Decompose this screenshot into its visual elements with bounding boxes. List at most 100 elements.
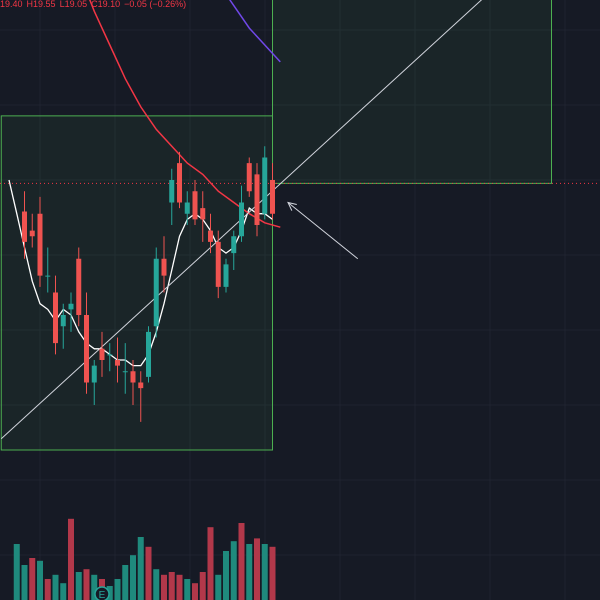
candle xyxy=(76,247,82,327)
candle-body xyxy=(84,315,89,383)
volume-bar xyxy=(161,574,167,600)
ohlc-high: H19.55 xyxy=(26,0,56,9)
price-zone[interactable] xyxy=(272,0,552,184)
candle-body xyxy=(262,157,268,214)
ohlc-low: L19.05 xyxy=(59,0,88,9)
volume-bar xyxy=(269,546,276,600)
candle xyxy=(45,247,51,293)
volume-bar xyxy=(176,574,183,600)
earnings-label: E xyxy=(99,590,106,600)
candle xyxy=(215,230,221,299)
volume-bar xyxy=(122,565,129,600)
candle-body xyxy=(138,382,144,389)
candle-body xyxy=(200,208,206,220)
candle-body xyxy=(91,365,97,383)
volume-bar xyxy=(44,579,51,600)
candle-body xyxy=(254,174,260,225)
arrow-head xyxy=(287,201,297,211)
volume-bar xyxy=(230,541,237,600)
volume-bar xyxy=(184,579,191,600)
candle xyxy=(192,180,198,225)
candle-body xyxy=(22,211,27,242)
volume-bar xyxy=(37,560,43,600)
candle xyxy=(177,151,182,209)
candle xyxy=(37,196,43,287)
volume-bar xyxy=(91,574,98,600)
volume-bar xyxy=(168,572,175,600)
candle xyxy=(153,247,159,338)
volume-bar xyxy=(29,558,36,600)
candle-body xyxy=(192,191,198,220)
volume-bar xyxy=(68,518,74,600)
earnings-marker[interactable]: E xyxy=(94,586,110,600)
candle xyxy=(53,275,58,355)
volume-bar xyxy=(114,579,121,600)
candle-body xyxy=(161,258,167,276)
candle-body xyxy=(153,258,159,327)
annotation-arrow[interactable] xyxy=(287,201,359,260)
candle-body xyxy=(223,264,229,287)
volume-bar xyxy=(130,555,136,600)
trendline[interactable] xyxy=(0,0,551,440)
candle xyxy=(270,163,275,220)
candle xyxy=(60,303,66,349)
ohlc-change: −0.05 (−0.26%) xyxy=(124,0,187,9)
candle xyxy=(99,331,105,377)
volume-bar xyxy=(52,574,59,600)
candle-body xyxy=(239,202,244,237)
volume-bar xyxy=(106,586,113,600)
candle-body xyxy=(246,163,252,192)
moving-average-line xyxy=(8,179,273,367)
volume-bar xyxy=(246,544,253,600)
price-zone[interactable] xyxy=(0,115,273,451)
candle xyxy=(262,146,268,220)
candle-body xyxy=(60,315,66,327)
moving-averages xyxy=(8,0,281,367)
candle-body xyxy=(215,241,221,287)
ohlc-close: C19.10 xyxy=(91,0,121,9)
volume-bar xyxy=(13,544,20,600)
volume-bar xyxy=(192,583,198,600)
volume-bar xyxy=(254,538,260,600)
moving-average-line xyxy=(89,0,281,228)
candle-body xyxy=(29,230,35,237)
volume-bar xyxy=(223,551,229,600)
ohlc-legend: 19.40 H19.55 L19.05 C19.10 −0.05 (−0.26%… xyxy=(0,0,186,14)
candle-body xyxy=(208,230,213,242)
candle-body xyxy=(37,213,43,276)
moving-average-line xyxy=(229,0,281,63)
volume-bar xyxy=(21,565,28,600)
candle xyxy=(29,213,35,248)
candle-body xyxy=(99,348,105,360)
candle-body xyxy=(76,258,82,315)
candle xyxy=(122,343,128,394)
candle xyxy=(231,230,237,270)
volume-bar xyxy=(60,583,67,600)
candle xyxy=(223,258,229,293)
candle xyxy=(246,157,252,197)
volume-bar xyxy=(207,527,214,600)
candle-body xyxy=(122,371,128,373)
earnings-circle xyxy=(94,586,110,600)
candle xyxy=(22,191,27,259)
candle xyxy=(254,163,260,237)
volume-bar xyxy=(83,569,90,600)
candle xyxy=(84,292,89,394)
volume-bar xyxy=(75,572,82,600)
candle xyxy=(107,343,113,372)
candle-body xyxy=(146,331,151,377)
candle xyxy=(169,168,175,225)
candle xyxy=(115,337,120,383)
candle-body xyxy=(270,180,275,214)
candle xyxy=(200,191,206,242)
candle xyxy=(146,326,151,383)
candle-body xyxy=(68,303,74,310)
candle xyxy=(161,236,167,293)
candle xyxy=(91,360,97,405)
candle-body xyxy=(169,180,175,203)
candle-body xyxy=(231,236,237,254)
volume-bar xyxy=(238,523,245,600)
